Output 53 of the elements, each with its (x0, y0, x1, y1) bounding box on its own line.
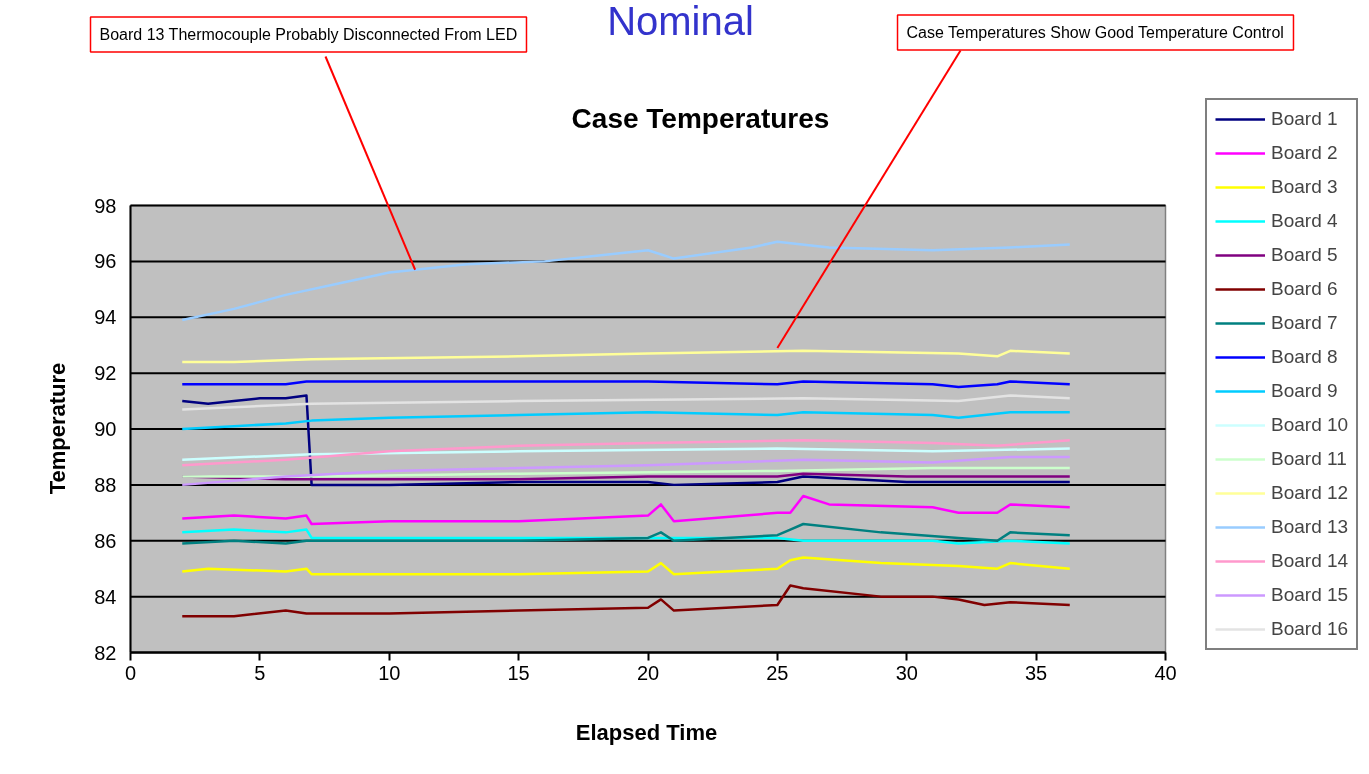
y-tick-label: 82 (94, 641, 117, 664)
x-tick-label: 30 (895, 661, 918, 684)
legend-label: Board 3 (1271, 176, 1338, 198)
annotation: Case Temperatures Show Good Temperature Control (906, 24, 1284, 41)
text: Nominal (607, 0, 754, 43)
line-series (181, 455, 1072, 487)
y-tick-label: 86 (94, 529, 117, 552)
x-axis-title: Elapsed Time (575, 720, 718, 745)
line-series (181, 394, 1072, 411)
legend-label: Board 10 (1271, 414, 1349, 436)
legend-label: Board 9 (1271, 380, 1338, 402)
x-tick-label: 20 (636, 661, 660, 684)
line-series (181, 394, 1072, 487)
chart-title: Case Temperatures (571, 103, 830, 134)
legend-label: Board 5 (1271, 244, 1338, 266)
x-tick-label: 15 (507, 661, 530, 684)
legend-label: Board 15 (1271, 584, 1349, 606)
legend-label: Board 7 (1271, 312, 1338, 334)
y-tick-label: 98 (94, 194, 117, 217)
legend-label: Board 11 (1271, 448, 1347, 470)
x-tick-label: 35 (1025, 661, 1048, 684)
legend-label: Board 12 (1271, 482, 1349, 504)
line-series (181, 240, 1072, 322)
line-series (181, 410, 1072, 431)
y-tick-label: 94 (94, 306, 117, 329)
legend-label: Board 14 (1271, 550, 1349, 572)
legend-label: Board 6 (1271, 278, 1338, 300)
x-tick-label: 40 (1154, 661, 1177, 684)
y-tick-label: 92 (94, 362, 117, 385)
x-tick-label: 5 (254, 661, 266, 684)
y-tick-label: 84 (94, 585, 117, 608)
line-series (181, 556, 1072, 576)
legend-label: Board 2 (1271, 142, 1338, 164)
line-series (181, 466, 1072, 478)
line-series (181, 438, 1072, 467)
y-tick-label: 88 (94, 473, 117, 496)
legend-label: Board 16 (1271, 618, 1349, 640)
line-series (181, 494, 1072, 526)
x-tick-label: 0 (124, 661, 137, 684)
x-tick-label: 25 (766, 661, 789, 684)
line-series (181, 349, 1072, 364)
legend-label: Board 4 (1271, 210, 1338, 232)
legend-label: Board 1 (1271, 108, 1338, 130)
legend-label: Board 13 (1271, 516, 1349, 538)
line-series (181, 447, 1072, 461)
line-series (181, 522, 1072, 545)
legend-label: Board 8 (1271, 346, 1338, 368)
y-tick-label: 90 (94, 418, 117, 440)
x-tick-label: 10 (378, 661, 401, 684)
line-series (181, 584, 1072, 618)
y-axis-title: Temperature (45, 362, 70, 495)
y-tick-label: 96 (94, 250, 117, 273)
annotation: Board 13 Thermocouple Probably Disconnected From LED (99, 26, 518, 43)
